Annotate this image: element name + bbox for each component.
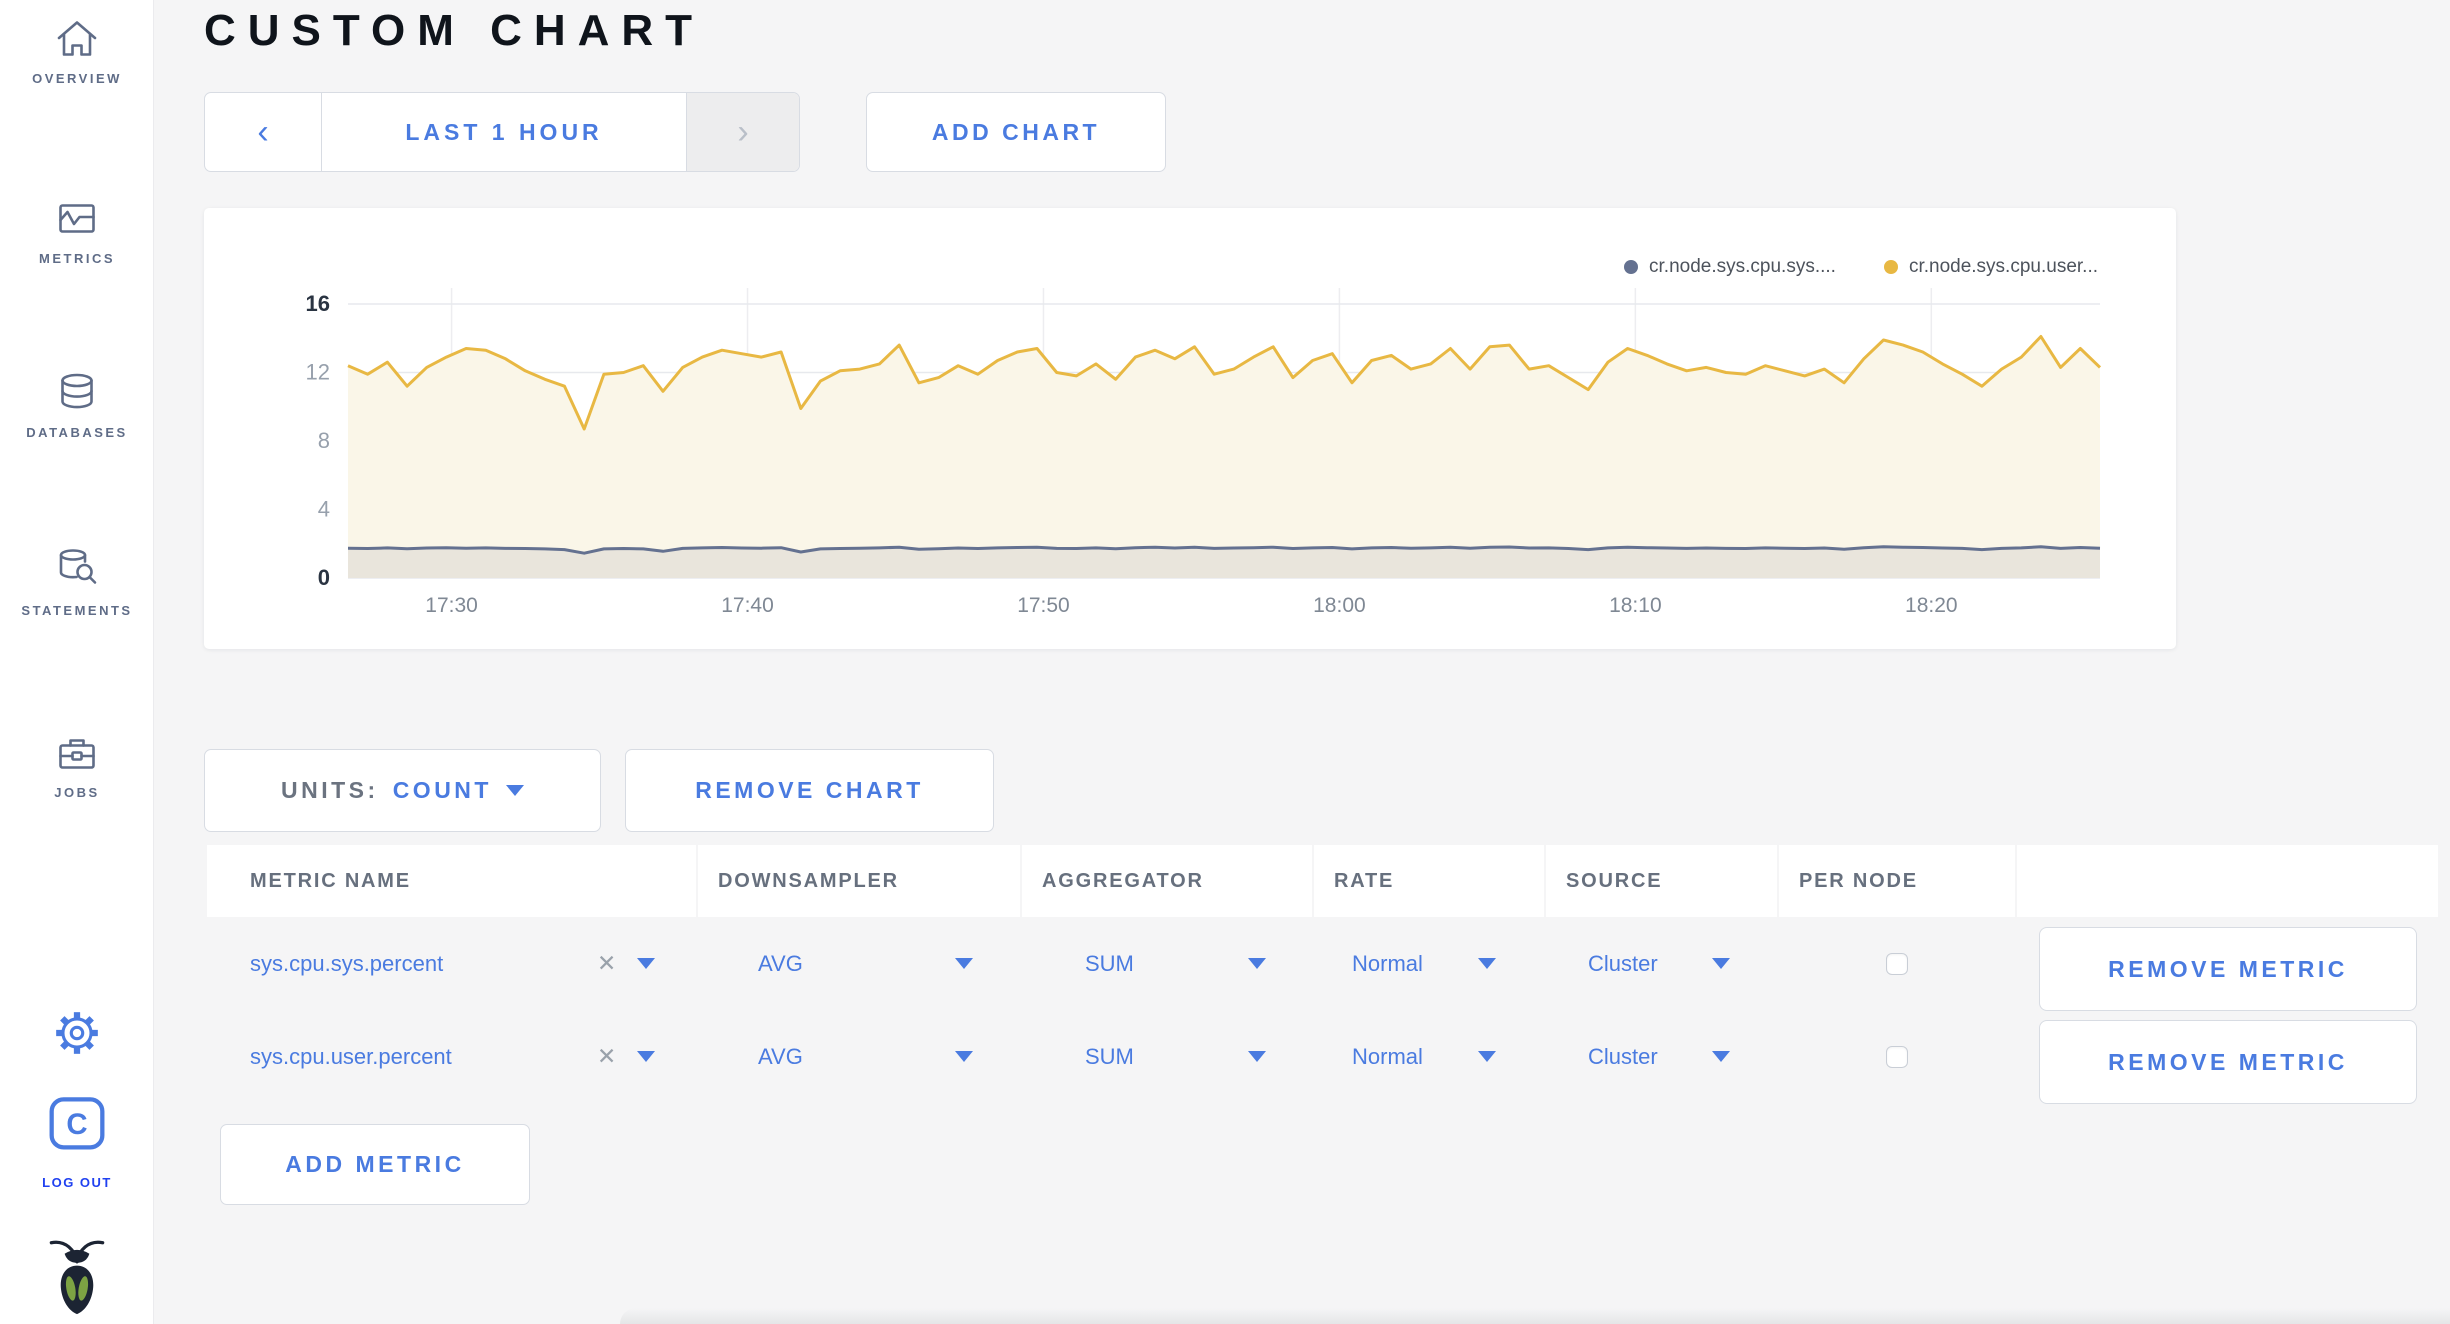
svg-text:0: 0 — [318, 565, 330, 590]
metric-dropdown-caret-icon[interactable] — [637, 1010, 655, 1103]
remove-metric-button[interactable]: REMOVE METRIC — [2039, 927, 2417, 1011]
remove-metric-button[interactable]: REMOVE METRIC — [2039, 1020, 2417, 1104]
database-search-icon — [59, 549, 97, 584]
gear-icon — [56, 1012, 98, 1054]
column-header-metric-name: METRIC NAME — [207, 845, 696, 917]
page-title: CUSTOM CHART — [204, 6, 705, 55]
aggregator-caret-icon[interactable] — [1248, 1010, 1266, 1103]
svg-text:8: 8 — [318, 428, 330, 453]
table-row: sys.cpu.sys.percent ✕ AVG SUM Normal Clu… — [0, 917, 2450, 1011]
time-range-value[interactable]: LAST 1 HOUR — [321, 93, 687, 171]
aggregator-value[interactable]: SUM — [1085, 1043, 1134, 1069]
legend-item-user: cr.node.sys.cpu.user... — [1883, 256, 2098, 278]
sidebar-item-databases[interactable]: DATABASES — [0, 370, 154, 440]
scroll-shadow — [620, 1308, 2450, 1324]
timeseries-chart: 17:30 17:40 17:50 18:00 18:10 18:20 0 4 8 12 16 — [306, 288, 2102, 617]
svg-text:18:00: 18:00 — [1313, 594, 1366, 617]
legend-dot-sys-icon — [1624, 260, 1639, 274]
units-label: UNITS: — [281, 777, 379, 803]
cockroach-c-icon: C — [49, 1097, 105, 1150]
column-header-rate: RATE — [1314, 845, 1544, 917]
per-node-checkbox[interactable] — [1886, 917, 1908, 1010]
sidebar-item-label: JOBS — [54, 785, 100, 800]
aggregator-caret-icon[interactable] — [1248, 917, 1266, 1010]
briefcase-icon — [59, 739, 95, 769]
rate-caret-icon[interactable] — [1478, 1010, 1496, 1103]
metric-name-value[interactable]: sys.cpu.user.percent — [250, 1043, 452, 1069]
rate-value[interactable]: Normal — [1352, 950, 1423, 976]
clear-metric-icon[interactable]: ✕ — [597, 950, 617, 976]
svg-text:18:20: 18:20 — [1905, 594, 1958, 617]
cockroachdb-logo — [0, 1238, 154, 1316]
svg-text:C: C — [66, 1108, 87, 1141]
units-value: COUNT — [392, 777, 492, 803]
rate-caret-icon[interactable] — [1478, 917, 1496, 1010]
per-node-checkbox[interactable] — [1886, 1010, 1908, 1103]
legend-label: cr.node.sys.cpu.sys.... — [1649, 256, 1836, 277]
source-value[interactable]: Cluster — [1588, 1043, 1658, 1069]
time-range-selector: ‹ LAST 1 HOUR › — [204, 92, 800, 172]
remove-chart-button[interactable]: REMOVE CHART — [625, 749, 994, 832]
svg-text:12: 12 — [306, 360, 330, 385]
aggregator-value[interactable]: SUM — [1085, 950, 1134, 976]
chevron-left-icon: ‹ — [257, 113, 269, 151]
source-caret-icon[interactable] — [1712, 917, 1730, 1010]
cockroach-bug-icon — [49, 1240, 105, 1315]
svg-text:18:10: 18:10 — [1609, 594, 1662, 617]
home-icon — [57, 21, 97, 56]
logout-label: LOG OUT — [42, 1175, 112, 1190]
sidebar-item-metrics[interactable]: METRICS — [0, 194, 154, 266]
chart-card: 17:30 17:40 17:50 18:00 18:10 18:20 0 4 8 12 16 cr… — [204, 208, 2176, 649]
svg-text:17:30: 17:30 — [425, 594, 478, 617]
downsampler-caret-icon[interactable] — [955, 917, 973, 1010]
column-header-aggregator: AGGREGATOR — [1022, 845, 1312, 917]
settings-button[interactable] — [0, 1008, 154, 1058]
svg-text:4: 4 — [318, 497, 330, 522]
svg-text:16: 16 — [306, 291, 330, 316]
sidebar-item-jobs[interactable]: JOBS — [0, 730, 154, 800]
source-caret-icon[interactable] — [1712, 1010, 1730, 1103]
rate-value[interactable]: Normal — [1352, 1043, 1423, 1069]
add-chart-button[interactable]: ADD CHART — [866, 92, 1166, 172]
metric-name-value[interactable]: sys.cpu.sys.percent — [250, 950, 444, 976]
column-header-actions — [2017, 845, 2438, 917]
logout-button[interactable]: C LOG OUT — [0, 1094, 154, 1190]
downsampler-value[interactable]: AVG — [758, 1043, 803, 1069]
downsampler-caret-icon[interactable] — [955, 1010, 973, 1103]
sidebar-item-label: OVERVIEW — [32, 71, 122, 86]
legend-item-sys: cr.node.sys.cpu.sys.... — [1624, 256, 1836, 278]
clear-metric-icon[interactable]: ✕ — [597, 1043, 617, 1069]
sidebar-item-label: DATABASES — [26, 425, 128, 440]
legend-dot-user-icon — [1883, 260, 1898, 274]
sidebar: OVERVIEW METRICS DATABASES — [0, 0, 154, 1324]
metric-dropdown-caret-icon[interactable] — [637, 917, 655, 1010]
chart-legend: cr.node.sys.cpu.sys.... cr.node.sys.cpu.… — [1624, 256, 2098, 278]
sidebar-item-overview[interactable]: OVERVIEW — [0, 16, 154, 86]
column-header-downsampler: DOWNSAMPLER — [698, 845, 1020, 917]
add-metric-button[interactable]: ADD METRIC — [220, 1124, 530, 1205]
downsampler-value[interactable]: AVG — [758, 950, 803, 976]
sidebar-item-statements[interactable]: STATEMENTS — [0, 546, 154, 618]
sidebar-item-label: STATEMENTS — [21, 603, 133, 618]
table-row: sys.cpu.user.percent ✕ AVG SUM Normal Cl… — [0, 1010, 2450, 1104]
chevron-right-icon: › — [737, 113, 749, 151]
legend-label: cr.node.sys.cpu.user... — [1908, 256, 2098, 277]
database-icon — [61, 373, 93, 409]
sidebar-item-label: METRICS — [39, 251, 115, 266]
units-dropdown[interactable]: UNITS: COUNT — [204, 749, 601, 832]
column-header-source: SOURCE — [1546, 845, 1777, 917]
svg-text:17:40: 17:40 — [721, 594, 774, 617]
column-header-per-node: PER NODE — [1779, 845, 2015, 917]
chevron-down-icon — [505, 785, 524, 796]
time-range-prev-button[interactable]: ‹ — [205, 93, 321, 171]
graph-icon — [59, 204, 95, 233]
svg-text:17:50: 17:50 — [1017, 594, 1070, 617]
time-range-next-button[interactable]: › — [687, 93, 799, 171]
source-value[interactable]: Cluster — [1588, 950, 1658, 976]
